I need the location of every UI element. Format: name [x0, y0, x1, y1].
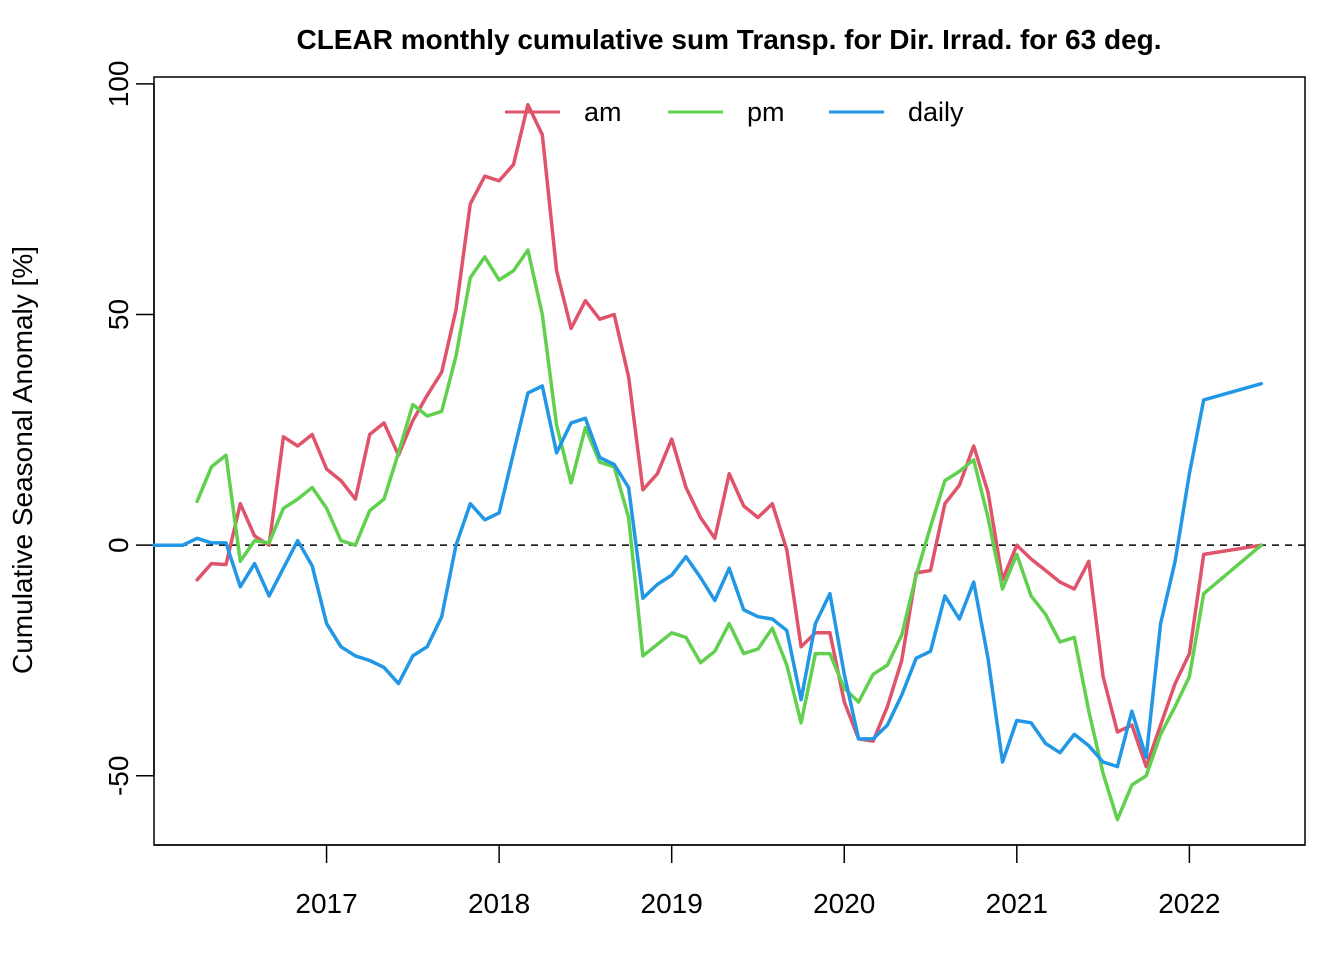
legend-label-am: am — [584, 97, 622, 127]
y-axis-label: Cumulative Seasonal Anomaly [%] — [7, 246, 38, 674]
series-line-daily — [152, 381, 1264, 769]
legend-label-daily: daily — [908, 97, 964, 127]
y-axis: -50 0 50 100 — [103, 61, 155, 796]
chart-title: CLEAR monthly cumulative sum Transp. for… — [296, 24, 1161, 55]
series-line-am — [195, 102, 1264, 769]
series-layer — [152, 102, 1264, 822]
x-axis: 2017 2018 2019 2020 2021 2022 — [154, 844, 1305, 919]
y-tick-label: 0 — [103, 537, 134, 553]
x-tick-label: 2018 — [468, 888, 530, 919]
x-tick-label: 2022 — [1158, 888, 1220, 919]
series-line-pm — [195, 248, 1264, 822]
x-tick-label: 2021 — [986, 888, 1048, 919]
x-tick-label: 2020 — [813, 888, 875, 919]
legend-label-pm: pm — [747, 97, 785, 127]
y-tick-label: 100 — [103, 61, 134, 108]
y-tick-label: 50 — [103, 299, 134, 330]
x-tick-label: 2017 — [295, 888, 357, 919]
y-tick-label: -50 — [103, 756, 134, 796]
x-tick-label: 2019 — [641, 888, 703, 919]
legend: am pm daily — [505, 97, 964, 127]
